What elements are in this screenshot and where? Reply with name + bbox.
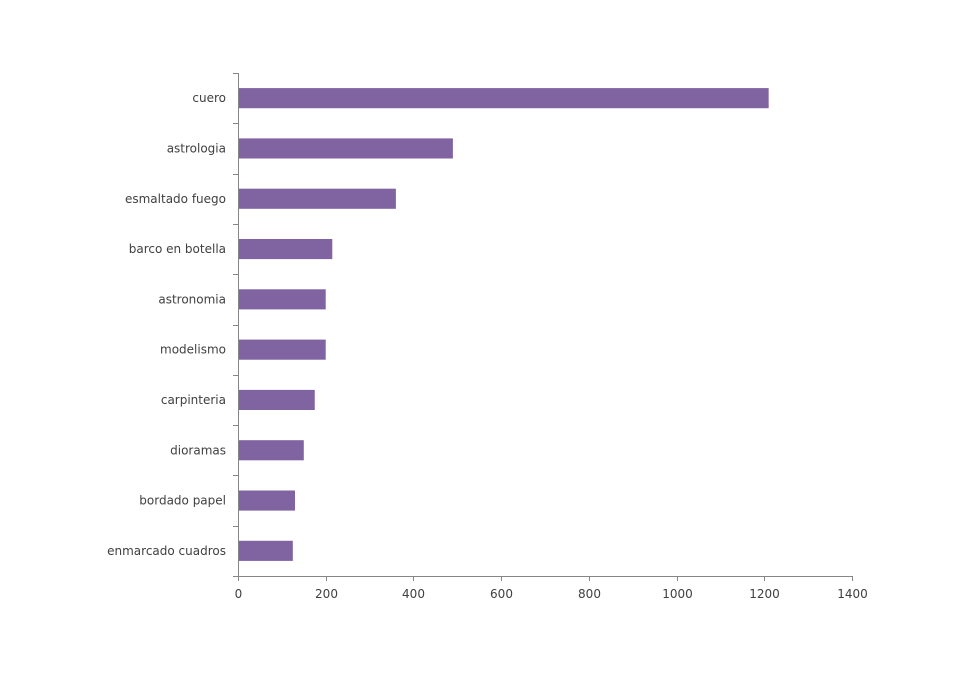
bar-esmaltado-fuego	[238, 188, 396, 209]
x-tick-label: 1200	[749, 587, 780, 601]
axes-layer	[233, 73, 853, 581]
bar-cuero	[238, 88, 769, 109]
bar-barco-en-botella	[238, 238, 333, 260]
bar-astronomia	[238, 289, 326, 310]
category-label: esmaltado fuego	[125, 192, 226, 206]
bar-astrologia	[238, 138, 453, 159]
bar-enmarcado-cuadros	[238, 540, 293, 561]
x-tick-label: 1400	[837, 587, 868, 601]
category-label: modelismo	[160, 343, 226, 357]
bar-dioramas	[238, 440, 304, 461]
labels-layer: cuero astrologia esmaltado fuego barco en b…	[107, 91, 868, 601]
x-tick-label: 1000	[662, 587, 693, 601]
category-label: enmarcado cuadros	[107, 544, 226, 558]
category-label: astrologia	[167, 141, 226, 155]
x-tick-label: 400	[402, 587, 425, 601]
category-label: bordado papel	[139, 494, 226, 508]
category-label: cuero	[192, 91, 226, 105]
bar-bordado-papel	[238, 490, 296, 511]
category-label: barco en botella	[129, 242, 226, 256]
bar-carpinteria	[238, 389, 315, 411]
x-tick-label: 200	[315, 587, 338, 601]
bar-modelismo	[238, 339, 326, 360]
category-label: astronomia	[158, 292, 226, 306]
bars-layer	[238, 88, 769, 561]
x-tick-label: 0	[235, 587, 243, 601]
x-tick-label: 800	[578, 587, 601, 601]
category-label: carpinteria	[161, 393, 226, 407]
category-label: dioramas	[170, 443, 226, 457]
x-tick-label: 600	[490, 587, 513, 601]
